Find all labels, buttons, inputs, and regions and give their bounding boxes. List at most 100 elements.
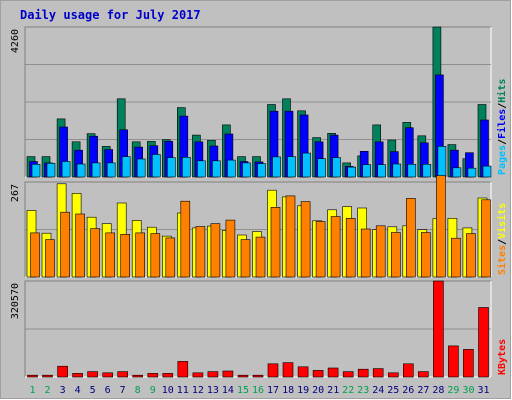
bar-kbytes-19 (297, 366, 309, 378)
bar-sites-31 (481, 199, 491, 278)
x-tick-label-22: 22 (342, 385, 354, 396)
bar-sites-22 (345, 218, 356, 278)
middle-legend-part-1: Sites (496, 245, 508, 275)
bar-pages-26 (407, 164, 417, 178)
bar-sites-21 (330, 216, 341, 278)
bar-pages-8 (136, 158, 146, 178)
bar-kbytes-28 (433, 280, 444, 378)
x-tick-label-25: 25 (387, 385, 399, 396)
bar-sites-16 (255, 236, 266, 278)
top-legend: Pages/Files/Hits (496, 79, 508, 175)
x-tick-label-26: 26 (402, 385, 414, 396)
bar-kbytes-26 (402, 363, 414, 378)
bar-sites-28 (436, 175, 446, 278)
bar-pages-30 (467, 167, 477, 178)
bar-pages-11 (182, 157, 191, 178)
x-tick-label-3: 3 (60, 385, 66, 396)
bottom-legend: KBytes (497, 339, 508, 375)
bar-pages-20 (317, 158, 326, 178)
bar-sites-29 (451, 237, 461, 278)
bar-pages-17 (272, 156, 281, 178)
bar-sites-27 (420, 232, 431, 278)
bar-kbytes-25 (387, 372, 399, 378)
bar-kbytes-6 (102, 372, 113, 378)
bar-kbytes-1 (27, 374, 38, 378)
bar-pages-14 (227, 159, 236, 178)
bar-kbytes-3 (57, 365, 68, 378)
bar-kbytes-17 (267, 363, 279, 378)
chart-title: Daily usage for July 2017 (20, 8, 201, 22)
x-tick-label-10: 10 (162, 385, 174, 396)
bar-kbytes-21 (327, 367, 339, 378)
bar-sites-30 (466, 233, 476, 278)
bar-kbytes-9 (147, 373, 159, 378)
x-tick-label-31: 31 (477, 385, 489, 396)
bar-pages-7 (121, 156, 131, 178)
bar-sites-12 (195, 226, 206, 278)
bar-kbytes-5 (87, 371, 98, 378)
x-tick-label-24: 24 (372, 385, 384, 396)
bar-pages-5 (91, 162, 101, 178)
top-legend-part-3: Files (496, 109, 508, 139)
middle-panel: 267 Sites/Visits (10, 175, 508, 278)
bar-sites-26 (405, 198, 416, 278)
x-tick-label-16: 16 (252, 385, 264, 396)
bar-sites-2 (45, 239, 55, 278)
x-tick-label-19: 19 (297, 385, 309, 396)
middle-y-max-label: 267 (10, 184, 21, 202)
bar-kbytes-20 (312, 370, 324, 378)
bottom-legend-part-1: KBytes (497, 339, 508, 375)
bar-kbytes-10 (162, 373, 174, 378)
bar-pages-19 (302, 152, 311, 178)
top-legend-part-2: / (497, 139, 508, 145)
top-legend-part-5: Hits (496, 79, 508, 103)
bar-pages-4 (76, 163, 86, 178)
bar-kbytes-16 (252, 374, 264, 378)
x-tick-label-15: 15 (237, 385, 249, 396)
bar-kbytes-29 (448, 345, 459, 378)
bar-kbytes-12 (192, 372, 204, 378)
bar-pages-24 (377, 164, 387, 178)
bar-sites-10 (165, 237, 176, 278)
x-tick-label-8: 8 (135, 385, 141, 396)
bar-sites-9 (150, 233, 161, 278)
bar-kbytes-11 (177, 361, 189, 378)
bar-pages-18 (287, 156, 296, 178)
bar-kbytes-15 (237, 374, 249, 378)
bar-kbytes-31 (478, 307, 489, 378)
bar-pages-29 (452, 167, 462, 178)
bar-sites-24 (375, 225, 386, 278)
bar-sites-5 (90, 228, 100, 278)
x-tick-label-2: 2 (44, 385, 50, 396)
bar-kbytes-7 (117, 371, 128, 378)
bar-sites-15 (240, 239, 251, 278)
bar-kbytes-2 (42, 374, 53, 378)
bar-sites-3 (60, 211, 70, 278)
bar-kbytes-13 (207, 371, 219, 378)
bar-kbytes-30 (463, 349, 474, 378)
x-axis-labels: 1 2 3 4 5 6 7 8 9 10 11 12 13 14 15 16 17 18 19 20 21 22 23 24 2… (29, 385, 489, 396)
bar-kbytes-27 (417, 371, 429, 378)
bar-pages-21 (332, 157, 341, 178)
x-tick-label-30: 30 (462, 385, 474, 396)
bar-sites-8 (135, 232, 145, 278)
bar-pages-10 (167, 157, 176, 178)
bar-kbytes-23 (357, 368, 369, 378)
bar-pages-27 (422, 164, 432, 178)
x-tick-label-12: 12 (192, 385, 204, 396)
x-tick-label-9: 9 (150, 385, 156, 396)
bottom-panel: 320570 KBytes (10, 280, 508, 378)
bar-pages-25 (392, 163, 402, 178)
top-legend-part-1: Pages (497, 145, 508, 175)
x-tick-label-21: 21 (327, 385, 339, 396)
bar-kbytes-4 (72, 373, 83, 378)
bar-pages-1 (31, 164, 41, 178)
bar-sites-6 (105, 232, 115, 278)
bar-sites-7 (120, 234, 130, 278)
x-tick-label-1: 1 (29, 385, 35, 396)
x-tick-label-7: 7 (120, 385, 126, 396)
x-tick-label-18: 18 (282, 385, 294, 396)
